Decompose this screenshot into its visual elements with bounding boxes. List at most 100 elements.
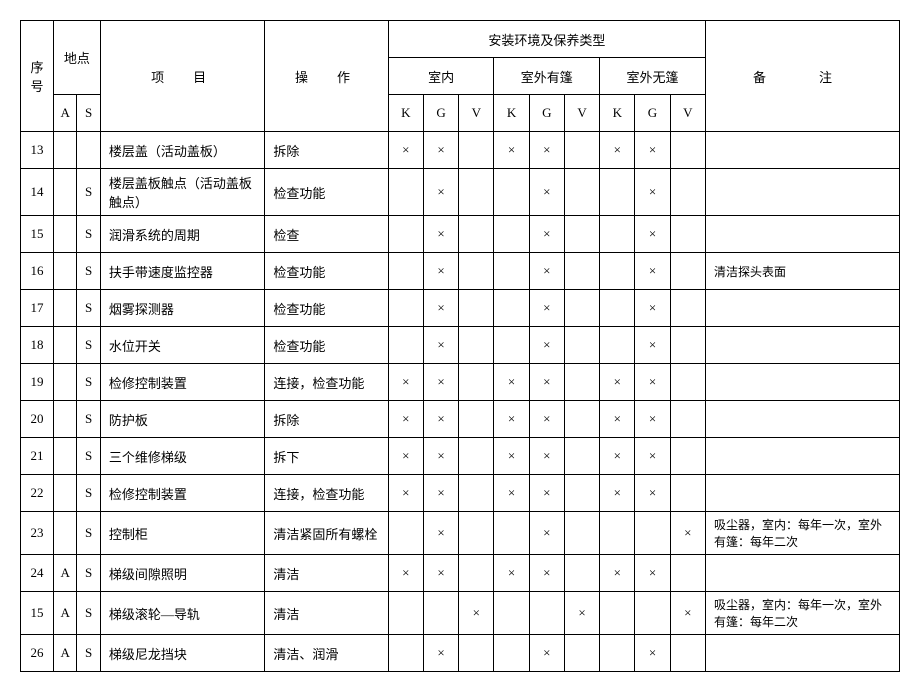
table-row: 15S润滑系统的周期检查××× (21, 216, 900, 253)
cell-op: 检查功能 (265, 253, 388, 290)
cell-mark (494, 216, 529, 253)
header-v: V (459, 95, 494, 132)
cell-item: 润滑系统的周期 (100, 216, 264, 253)
cell-note (705, 555, 899, 592)
cell-mark (600, 169, 635, 216)
cell-mark: × (529, 475, 564, 512)
cell-mark: × (494, 401, 529, 438)
cell-mark (564, 438, 599, 475)
cell-mark (670, 216, 705, 253)
cell-mark (388, 253, 423, 290)
table-row: 16S扶手带速度监控器检查功能×××清洁探头表面 (21, 253, 900, 290)
cell-op: 清洁 (265, 592, 388, 635)
cell-mark: × (529, 253, 564, 290)
cell-mark: × (670, 592, 705, 635)
header-loc: 地点 (53, 21, 100, 95)
cell-mark (388, 290, 423, 327)
cell-mark (494, 290, 529, 327)
cell-mark (564, 364, 599, 401)
cell-item: 梯级滚轮—导轨 (100, 592, 264, 635)
cell-item: 烟雾探测器 (100, 290, 264, 327)
cell-op: 检查功能 (265, 169, 388, 216)
cell-mark (388, 216, 423, 253)
cell-loc-a (53, 253, 76, 290)
cell-item: 梯级尼龙挡块 (100, 635, 264, 672)
cell-mark: × (635, 327, 670, 364)
table-row: 23S控制柜清洁紧固所有螺栓×××吸尘器，室内：每年一次，室外有篷：每年二次 (21, 512, 900, 555)
cell-mark (635, 512, 670, 555)
cell-loc-a (53, 169, 76, 216)
cell-item: 防护板 (100, 401, 264, 438)
header-v: V (564, 95, 599, 132)
cell-mark: × (494, 364, 529, 401)
cell-note (705, 132, 899, 169)
cell-loc-s (77, 132, 101, 169)
cell-mark: × (423, 635, 458, 672)
cell-mark: × (388, 438, 423, 475)
cell-loc-s: S (77, 290, 101, 327)
cell-loc-s: S (77, 169, 101, 216)
cell-loc-s: S (77, 401, 101, 438)
cell-mark (494, 169, 529, 216)
header-note: 备 注 (705, 21, 899, 132)
cell-mark (600, 216, 635, 253)
cell-loc-a: A (53, 592, 76, 635)
cell-mark: × (494, 555, 529, 592)
cell-mark (564, 512, 599, 555)
cell-mark: × (635, 253, 670, 290)
cell-loc-a (53, 327, 76, 364)
cell-loc-s: S (77, 512, 101, 555)
cell-op: 清洁 (265, 555, 388, 592)
table-row: 20S防护板拆除×××××× (21, 401, 900, 438)
table-row: 26AS梯级尼龙挡块清洁、润滑××× (21, 635, 900, 672)
cell-mark (494, 592, 529, 635)
cell-mark: × (600, 555, 635, 592)
cell-mark: × (388, 132, 423, 169)
cell-loc-a (53, 132, 76, 169)
table-row: 15AS梯级滚轮—导轨清洁×××吸尘器，室内：每年一次，室外有篷：每年二次 (21, 592, 900, 635)
cell-mark: × (635, 216, 670, 253)
cell-mark (564, 401, 599, 438)
cell-mark (600, 635, 635, 672)
cell-loc-a (53, 438, 76, 475)
cell-note (705, 475, 899, 512)
cell-mark (459, 555, 494, 592)
table-row: 13楼层盖（活动盖板）拆除×××××× (21, 132, 900, 169)
cell-item: 楼层盖板触点（活动盖板触点） (100, 169, 264, 216)
cell-mark (670, 401, 705, 438)
header-loc-a: A (53, 95, 76, 132)
cell-mark (670, 290, 705, 327)
header-loc-s: S (77, 95, 101, 132)
cell-mark (459, 290, 494, 327)
cell-mark: × (423, 290, 458, 327)
cell-mark: × (635, 132, 670, 169)
cell-loc-a: A (53, 555, 76, 592)
cell-mark (529, 592, 564, 635)
cell-mark (670, 132, 705, 169)
cell-mark (459, 327, 494, 364)
cell-mark (564, 169, 599, 216)
table-body: 13楼层盖（活动盖板）拆除××××××14S楼层盖板触点（活动盖板触点）检查功能… (21, 132, 900, 672)
cell-mark (670, 169, 705, 216)
cell-mark: × (635, 555, 670, 592)
header-seq: 序号 (21, 21, 54, 132)
cell-loc-a (53, 512, 76, 555)
cell-mark (564, 475, 599, 512)
cell-seq: 14 (21, 169, 54, 216)
cell-mark (459, 512, 494, 555)
cell-mark (494, 253, 529, 290)
cell-op: 拆下 (265, 438, 388, 475)
cell-loc-a (53, 475, 76, 512)
table-row: 22S检修控制装置连接，检查功能×××××× (21, 475, 900, 512)
cell-mark: × (423, 327, 458, 364)
header-k: K (494, 95, 529, 132)
cell-loc-a (53, 364, 76, 401)
cell-loc-a: A (53, 635, 76, 672)
cell-mark (670, 475, 705, 512)
cell-mark: × (600, 475, 635, 512)
cell-mark: × (600, 364, 635, 401)
cell-mark: × (529, 132, 564, 169)
cell-note: 吸尘器，室内：每年一次，室外有篷：每年二次 (705, 512, 899, 555)
cell-op: 清洁、润滑 (265, 635, 388, 672)
table-row: 18S水位开关检查功能××× (21, 327, 900, 364)
